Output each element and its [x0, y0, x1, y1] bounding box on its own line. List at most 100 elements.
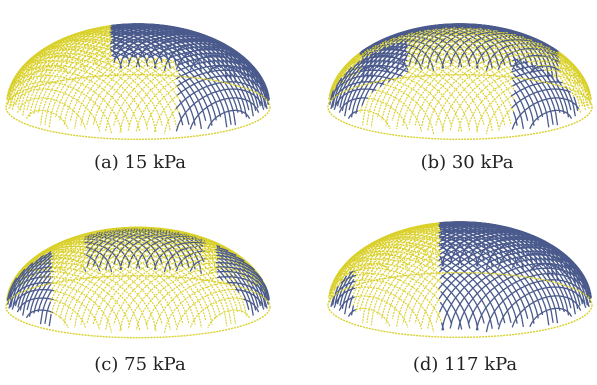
mesh-line	[331, 66, 353, 108]
mesh-line	[573, 96, 579, 112]
mesh-line	[414, 43, 551, 126]
mesh-line	[54, 47, 111, 118]
mesh-line	[510, 61, 529, 67]
mesh-line	[396, 36, 524, 129]
mesh-line	[84, 246, 113, 273]
mesh-line	[402, 38, 533, 126]
mesh-line	[355, 273, 443, 323]
mesh-line	[420, 46, 586, 128]
mesh-line	[49, 226, 176, 274]
mesh-line	[175, 88, 265, 132]
mesh-line	[497, 107, 513, 132]
mesh-line	[178, 112, 184, 126]
mesh-line	[408, 51, 493, 131]
mesh-line	[37, 34, 111, 113]
mesh-line	[74, 247, 87, 274]
mesh-line	[215, 251, 245, 262]
mesh-line	[216, 270, 269, 297]
mesh-line	[361, 232, 439, 324]
mesh-line	[119, 258, 217, 332]
mesh-rim	[327, 73, 593, 141]
mesh-line	[105, 251, 216, 330]
mesh-line	[145, 271, 217, 326]
mesh-line	[230, 285, 243, 314]
mesh-line	[348, 295, 354, 309]
mesh-line	[485, 279, 590, 333]
mesh-line	[92, 57, 149, 126]
mesh-line	[177, 65, 213, 126]
mesh-line	[69, 242, 86, 269]
mesh-line	[44, 39, 112, 125]
mesh-line	[166, 49, 267, 92]
mesh-line	[376, 78, 397, 118]
mesh-line	[53, 276, 123, 332]
mesh-line	[105, 58, 167, 131]
mesh-line	[158, 46, 264, 88]
mesh-line	[371, 52, 407, 93]
mesh-line	[355, 44, 408, 115]
mesh-line	[511, 88, 571, 109]
mesh-line	[375, 89, 423, 132]
mesh-line	[216, 266, 270, 300]
mesh-line	[353, 223, 440, 285]
mesh-line	[336, 55, 369, 107]
mesh-line	[227, 282, 268, 309]
mesh-line	[69, 26, 113, 67]
mesh-line	[361, 49, 407, 106]
mesh-line	[439, 250, 589, 313]
mesh-line	[207, 266, 251, 286]
mesh-line	[22, 26, 111, 117]
mesh-line	[385, 32, 413, 48]
mesh-line	[366, 234, 440, 323]
mesh-line	[407, 43, 506, 126]
mesh-line	[578, 108, 582, 113]
mesh-line	[127, 262, 216, 330]
mesh-line	[92, 227, 145, 267]
mesh-line	[53, 271, 131, 326]
mesh-line	[17, 25, 112, 108]
mesh-line	[355, 279, 435, 333]
mesh-line	[161, 58, 180, 75]
mesh-line	[435, 52, 589, 126]
mesh-line	[215, 249, 237, 257]
mesh-line	[449, 65, 512, 131]
mesh-line	[404, 33, 515, 91]
mesh-line	[408, 65, 471, 131]
mesh-line	[328, 53, 360, 102]
mesh-line	[370, 223, 442, 278]
mesh-line	[334, 60, 361, 107]
mesh-line	[53, 258, 157, 332]
mesh-line	[408, 71, 463, 132]
mesh-line	[215, 262, 270, 297]
mesh-line	[449, 258, 592, 329]
mesh-line	[6, 277, 18, 302]
mesh-line	[145, 85, 178, 127]
mesh-line	[7, 28, 111, 106]
mesh-rim	[5, 275, 271, 339]
mesh-line	[355, 307, 391, 328]
mesh-line	[52, 262, 149, 330]
mesh-line	[570, 91, 587, 110]
mesh-line	[235, 288, 265, 310]
mesh-line	[402, 75, 453, 127]
mesh-line	[517, 35, 581, 108]
mesh-line	[216, 245, 221, 248]
mesh-line	[475, 272, 592, 331]
mesh-line	[177, 60, 270, 97]
mesh-line	[52, 251, 171, 330]
mesh-line	[552, 75, 592, 105]
mesh-line	[361, 92, 373, 126]
mesh-line	[339, 51, 377, 108]
caption-d: (d) 117 kPa	[412, 354, 518, 375]
mesh-line	[387, 62, 406, 83]
mesh-line	[497, 286, 587, 330]
mesh-line	[330, 55, 360, 97]
mesh-line	[351, 44, 377, 68]
mesh-line	[175, 289, 236, 331]
mesh-line	[513, 89, 529, 121]
mesh-line	[353, 222, 440, 280]
mesh-line	[405, 29, 490, 69]
mesh-line	[485, 95, 512, 135]
mesh-line	[63, 235, 248, 325]
mesh-line	[115, 229, 171, 270]
